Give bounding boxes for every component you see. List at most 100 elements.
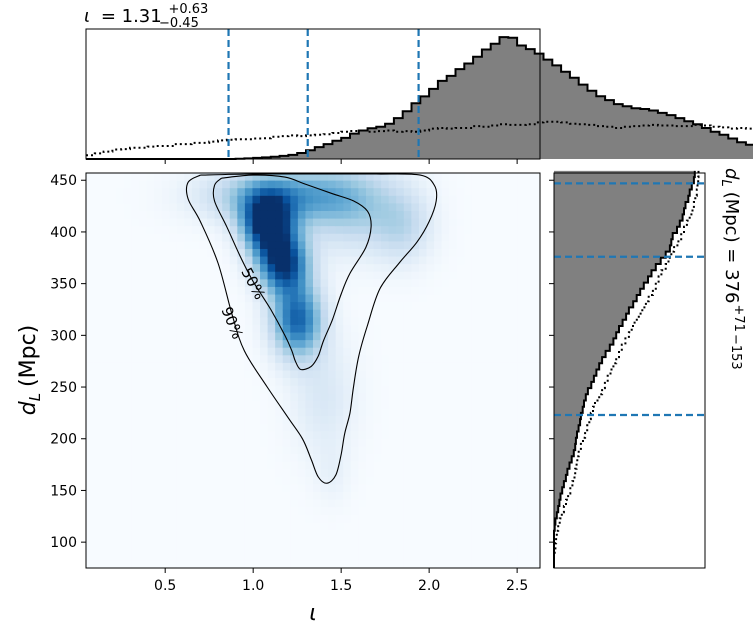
heat-cell: [282, 324, 291, 334]
heat-cell: [214, 446, 223, 455]
heat-cell: [411, 256, 420, 265]
heat-cell: [146, 438, 155, 448]
heat-cell: [229, 218, 238, 227]
heat-cell: [297, 431, 307, 440]
heat-cell: [358, 317, 367, 326]
heat-cell: [176, 454, 185, 463]
heat-cell: [434, 560, 443, 568]
heat-cell: [108, 461, 117, 470]
heat-cell: [403, 302, 412, 311]
heat-cell: [222, 499, 231, 508]
heat-cell: [229, 180, 238, 189]
heat-cell: [388, 499, 397, 508]
heat-cell: [434, 203, 443, 212]
heat-cell: [434, 454, 443, 463]
heat-cell: [365, 484, 375, 493]
heat-cell: [161, 173, 170, 182]
heat-cell: [191, 560, 201, 568]
heat-cell: [464, 438, 473, 448]
heat-cell: [343, 484, 352, 493]
heat-cell: [532, 378, 540, 387]
heat-cell: [320, 492, 329, 501]
heat-cell: [146, 431, 155, 440]
heat-cell: [524, 545, 534, 554]
heat-cell: [350, 355, 359, 364]
heat-cell: [487, 294, 496, 303]
heat-cell: [176, 545, 185, 554]
heat-cell: [343, 279, 352, 288]
heat-cell: [418, 537, 428, 546]
heat-cell: [184, 431, 193, 440]
heat-cell: [403, 476, 412, 486]
heat-cell: [123, 522, 132, 531]
heat-cell: [86, 537, 95, 546]
heat-cell: [456, 560, 465, 568]
heat-cell: [252, 195, 261, 204]
heat-cell: [494, 522, 503, 531]
heat-cell: [305, 469, 314, 478]
heat-cell: [93, 332, 102, 341]
heat-cell: [305, 560, 314, 568]
heat-cell: [524, 484, 534, 493]
heat-cell: [441, 492, 450, 501]
heat-cell: [237, 530, 246, 539]
heat-cell: [161, 484, 170, 493]
heat-cell: [101, 317, 110, 326]
heat-cell: [260, 492, 269, 501]
heat-cell: [328, 537, 337, 546]
heat-cell: [471, 195, 481, 204]
heat-cell: [471, 226, 481, 235]
heat-cell: [123, 302, 132, 311]
heat-cell: [222, 438, 231, 448]
heat-cell: [290, 507, 299, 516]
heat-cell: [290, 271, 299, 280]
heat-cell: [487, 423, 496, 432]
heat-cell: [396, 560, 405, 568]
heat-cell: [494, 218, 503, 227]
heat-cell: [373, 537, 382, 546]
heat-cell: [229, 286, 238, 296]
heat-cell: [282, 332, 291, 341]
heat-cell: [313, 210, 322, 220]
heat-cell: [267, 173, 276, 182]
heat-cell: [396, 233, 405, 242]
heat-cell: [108, 385, 117, 394]
heat-cell: [502, 173, 511, 182]
heat-cell: [244, 302, 254, 311]
heat-cell: [297, 271, 307, 280]
heat-cell: [260, 279, 269, 288]
heat-cell: [222, 385, 231, 394]
heat-cell: [396, 279, 405, 288]
heat-cell: [343, 324, 352, 334]
heat-cell: [161, 537, 170, 546]
heat-cell: [388, 188, 397, 197]
heat-cell: [403, 173, 412, 182]
heat-cell: [176, 188, 185, 197]
heat-cell: [131, 241, 140, 250]
heat-cell: [343, 499, 352, 508]
heat-cell: [214, 476, 223, 486]
heat-cell: [509, 552, 518, 562]
heat-cell: [320, 484, 329, 493]
heat-cell: [320, 180, 329, 189]
heat-cell: [191, 378, 201, 387]
heat-cell: [403, 271, 412, 280]
heat-cell: [275, 431, 284, 440]
heat-cell: [502, 461, 511, 470]
heat-cell: [365, 469, 375, 478]
heat-cell: [275, 438, 284, 448]
heat-cell: [93, 537, 102, 546]
heat-cell: [131, 233, 140, 242]
heat-cell: [328, 195, 337, 204]
heat-cell: [373, 492, 382, 501]
top-marginal-panel: ι = 1.31 +0.63 −0.45: [84, 2, 753, 164]
heat-cell: [267, 332, 276, 341]
heat-cell: [108, 438, 117, 448]
heat-cell: [532, 188, 540, 197]
heat-cell: [441, 545, 450, 554]
heat-cell: [373, 195, 382, 204]
heat-cell: [396, 416, 405, 425]
heat-cell: [365, 461, 375, 470]
heat-cell: [517, 332, 526, 341]
heat-cell: [335, 226, 344, 235]
